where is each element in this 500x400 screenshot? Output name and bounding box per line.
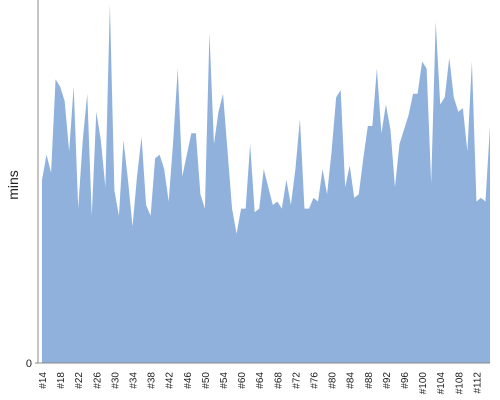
x-tick-label: #76 (310, 372, 321, 389)
x-tick-label: #30 (110, 372, 121, 389)
x-tick-label: #38 (147, 372, 158, 389)
x-tick-label: #14 (38, 372, 49, 389)
x-tick-label: #68 (273, 372, 284, 389)
x-tick-label: #50 (201, 372, 212, 389)
x-tick-label: #104 (436, 372, 447, 395)
x-tick-label: #18 (56, 372, 67, 389)
x-tick-label: #100 (418, 372, 429, 395)
x-tick-label: #72 (291, 372, 302, 389)
x-tick-label: #112 (472, 372, 483, 394)
x-tick-label: #92 (382, 372, 393, 389)
x-tick-label: #26 (92, 372, 103, 389)
x-tick-label: #96 (400, 372, 411, 389)
x-tick-label: #34 (129, 372, 140, 389)
x-tick-label: #80 (328, 372, 339, 389)
y-axis-label: mins (5, 170, 21, 200)
x-tick-label: #64 (255, 372, 266, 389)
y-tick-label: 0 (26, 358, 32, 370)
x-tick-label: #60 (237, 372, 248, 389)
x-tick-label: #108 (454, 372, 465, 395)
x-tick-label: #88 (364, 372, 375, 389)
x-tick-label: #54 (219, 372, 230, 389)
x-tick-label: #46 (183, 372, 194, 389)
x-tick-label: #84 (346, 372, 357, 389)
x-tick-label: #22 (74, 372, 85, 389)
area (42, 4, 490, 363)
x-tick-label: #42 (165, 372, 176, 389)
